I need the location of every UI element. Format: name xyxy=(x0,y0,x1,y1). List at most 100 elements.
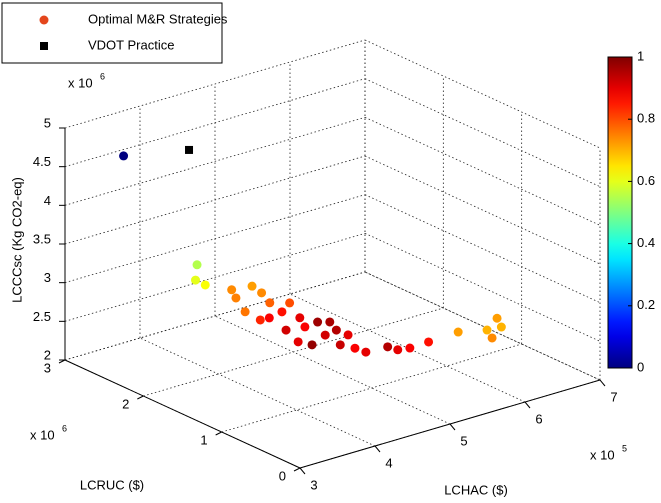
x-exponent: 5 xyxy=(622,443,627,453)
legend-label: Optimal M&R Strategies xyxy=(88,11,228,26)
grid-line xyxy=(221,343,522,433)
z-tick-label: 4 xyxy=(44,193,51,208)
point xyxy=(264,313,274,323)
x-tick xyxy=(299,467,306,475)
point xyxy=(257,288,267,298)
grid-line xyxy=(64,155,366,245)
point xyxy=(191,275,201,285)
x-tick-label: 5 xyxy=(460,433,467,448)
x-tick xyxy=(449,423,456,431)
grid-line xyxy=(214,315,451,425)
legend-label: VDOT Practice xyxy=(88,37,174,52)
point xyxy=(300,322,310,332)
colorbar-tick-label: 0 xyxy=(637,359,644,374)
z-tick-label: 4.5 xyxy=(33,154,51,169)
colorbar-tick-label: 0.8 xyxy=(637,111,655,126)
colorbar-tick-label: 0.6 xyxy=(637,173,655,188)
point xyxy=(482,325,492,335)
z-exponent: 6 xyxy=(100,71,105,81)
point xyxy=(265,298,275,308)
point xyxy=(492,313,502,323)
x-axis-label: LCHAC ($) xyxy=(444,482,508,497)
grid-line xyxy=(364,271,601,381)
point xyxy=(320,330,330,340)
y-tick-label: 3 xyxy=(44,360,51,375)
point xyxy=(227,285,237,295)
x-tick-label: 6 xyxy=(535,411,542,426)
point xyxy=(361,347,371,357)
point xyxy=(335,340,345,350)
point xyxy=(281,325,291,335)
point xyxy=(255,315,265,325)
z-tick-label: 5 xyxy=(44,115,51,130)
point xyxy=(424,337,434,347)
y-tick xyxy=(293,467,301,472)
x-tick-label: 4 xyxy=(385,455,392,470)
grid-line xyxy=(64,232,366,322)
point xyxy=(285,298,295,308)
y-multiplier: x 10 xyxy=(30,427,55,442)
point xyxy=(185,145,194,154)
point xyxy=(307,340,317,350)
point xyxy=(496,322,506,332)
point xyxy=(487,333,497,343)
point xyxy=(247,281,257,291)
z-tick-label: 3 xyxy=(44,270,51,285)
grid-line xyxy=(139,337,376,447)
point xyxy=(383,342,393,352)
point xyxy=(240,307,250,317)
x-tick xyxy=(599,379,606,387)
point xyxy=(200,280,210,290)
grid-line xyxy=(64,194,366,284)
grid-line xyxy=(364,232,601,342)
point xyxy=(405,343,415,353)
y-axis xyxy=(64,359,301,469)
z-axis-label: LCCCsc (Kg CO2-eq) xyxy=(9,177,24,303)
y-tick xyxy=(215,431,222,436)
colorbar-tick-label: 0.2 xyxy=(637,297,655,312)
point xyxy=(295,313,305,323)
point xyxy=(350,343,360,353)
colorbar-tick-label: 1 xyxy=(637,48,644,63)
grid-line xyxy=(64,39,366,129)
colorbar xyxy=(607,56,633,369)
legend-marker xyxy=(40,42,48,50)
grid-line xyxy=(364,155,601,265)
point xyxy=(192,260,202,270)
point xyxy=(119,151,129,161)
grid-line xyxy=(64,116,366,206)
y-axis-label: LCRUC ($) xyxy=(80,477,144,492)
point xyxy=(453,327,463,337)
grid-line xyxy=(364,194,601,304)
x-multiplier: x 10 xyxy=(590,447,615,462)
point xyxy=(277,307,287,317)
point xyxy=(331,325,341,335)
grid-line xyxy=(64,271,366,361)
x-tick-label: 3 xyxy=(310,477,317,492)
point xyxy=(313,317,323,327)
grid-line xyxy=(364,116,601,226)
x-tick xyxy=(524,401,531,409)
point xyxy=(343,330,353,340)
y-tick xyxy=(137,395,144,400)
colorbar-tick-label: 0.4 xyxy=(637,235,655,250)
legend-marker xyxy=(39,15,49,25)
y-tick-label: 0 xyxy=(279,468,286,483)
z-tick-label: 3.5 xyxy=(33,231,51,246)
grid-line xyxy=(364,78,601,188)
point xyxy=(325,317,335,327)
x-tick-label: 7 xyxy=(610,389,617,404)
y-tick-label: 1 xyxy=(200,432,207,447)
grid-line xyxy=(143,307,444,397)
grid-line xyxy=(64,78,366,168)
z-multiplier: x 10 xyxy=(68,75,93,90)
legend-box xyxy=(1,2,223,64)
grid-line xyxy=(364,39,601,149)
x-tick xyxy=(374,445,381,453)
point xyxy=(231,293,241,303)
point xyxy=(293,337,303,347)
point xyxy=(393,345,403,355)
y-tick-label: 2 xyxy=(122,396,129,411)
z-tick-label: 2.5 xyxy=(33,309,51,324)
